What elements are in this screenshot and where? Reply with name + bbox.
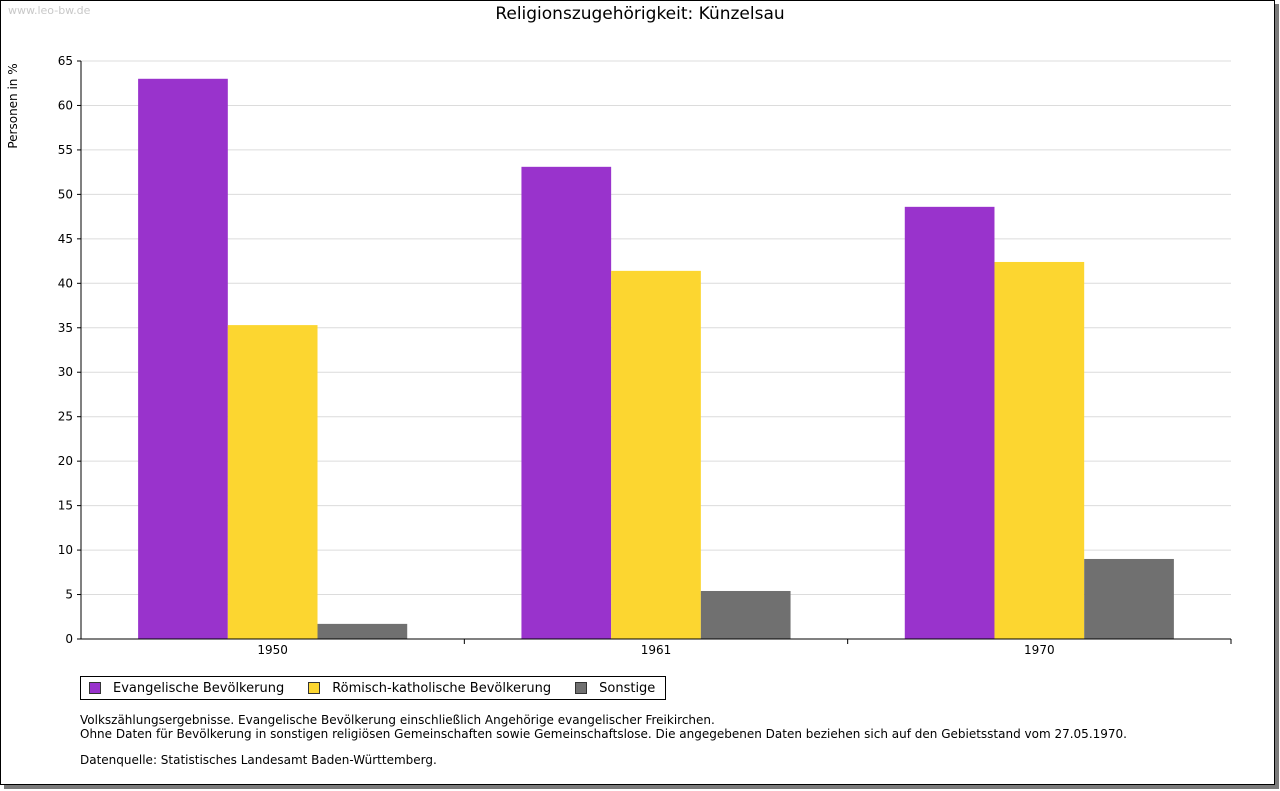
legend-swatch-katholisch [308, 682, 321, 694]
bar-evangelische-1970 [904, 206, 995, 639]
y-tick-label: 15 [58, 499, 73, 513]
watermark: www.leo-bw.de [8, 4, 91, 17]
legend-swatch-sonstige [575, 682, 588, 694]
x-tick-label: 1970 [1024, 643, 1055, 657]
bar-sonstige-1961 [700, 590, 791, 639]
x-tick-label: 1950 [257, 643, 288, 657]
legend: Evangelische Bevölkerung Römisch-katholi… [80, 676, 667, 700]
legend-item-katholisch: Römisch-katholische Bevölkerung [308, 681, 551, 696]
y-tick-label: 30 [58, 365, 73, 379]
bar-evangelische-1961 [521, 166, 612, 639]
bar-sonstige-1950 [317, 623, 408, 639]
note-line-1: Volkszählungsergebnisse. Evangelische Be… [80, 713, 715, 727]
x-tick-label: 1961 [641, 643, 672, 657]
y-tick-label: 20 [58, 454, 73, 468]
legend-item-evangelisch: Evangelische Bevölkerung [89, 681, 284, 696]
y-tick-label: 60 [58, 98, 73, 112]
bar-rmisch-katholische-1961 [611, 270, 701, 639]
y-tick-label: 65 [58, 54, 73, 68]
note-line-2: Ohne Daten für Bevölkerung in sonstigen … [80, 727, 1127, 741]
bar-evangelische-1950 [138, 78, 228, 640]
chart-title: Religionszugehörigkeit: Künzelsau [495, 4, 785, 24]
y-tick-label: 25 [58, 410, 73, 424]
legend-label-katholisch: Römisch-katholische Bevölkerung [332, 680, 552, 696]
bar-rmisch-katholische-1970 [994, 261, 1085, 639]
y-tick-label: 40 [58, 276, 73, 290]
data-source: Datenquelle: Statistisches Landesamt Bad… [80, 753, 437, 767]
y-tick-label: 55 [58, 143, 73, 157]
legend-item-sonstige: Sonstige [575, 681, 655, 696]
y-tick-label: 5 [65, 588, 73, 602]
y-tick-label: 10 [58, 543, 73, 557]
bar-rmisch-katholische-1950 [227, 325, 318, 639]
legend-label-evangelisch: Evangelische Bevölkerung [113, 680, 285, 696]
bar-sonstige-1970 [1084, 558, 1174, 639]
chart-notes: Volkszählungsergebnisse. Evangelische Be… [80, 713, 1127, 767]
y-tick-label: 50 [58, 187, 73, 201]
y-tick-label: 35 [58, 321, 73, 335]
y-tick-label: 45 [58, 232, 73, 246]
legend-label-sonstige: Sonstige [599, 680, 656, 696]
legend-swatch-evangelisch [89, 682, 101, 694]
y-tick-label: 0 [65, 632, 73, 646]
